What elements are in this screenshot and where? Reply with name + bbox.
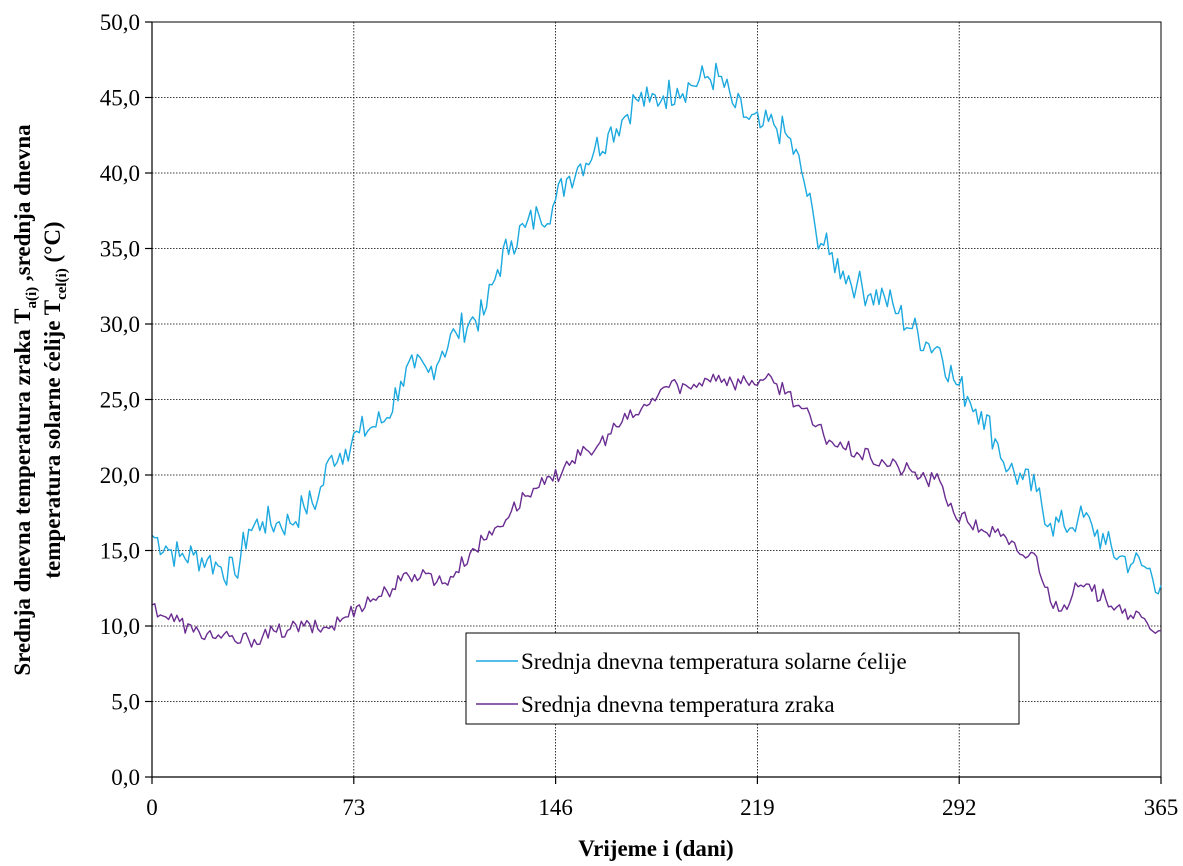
legend-label-cell: Srednja dnevna temperatura solarne ćelij… [521, 649, 907, 674]
y-tick-label-10: 50,0 [100, 10, 140, 35]
x-tick-label-2: 146 [538, 795, 573, 820]
tick-labels: 0,0 5,0 10,0 15,0 20,0 25,0 30,0 35,0 40,0 45,0 50… [100, 10, 1179, 820]
x-tick-label-5: 365 [1144, 795, 1179, 820]
y-axis-title: Srednja dnevna temperatura zraka Ta(i) ,… [10, 124, 70, 676]
x-tick-label-0: 0 [146, 795, 158, 820]
legend-box [465, 632, 1020, 725]
x-tick-label-1: 73 [342, 795, 365, 820]
y-tick-label-0: 0,0 [111, 765, 140, 790]
y-tick-label-2: 10,0 [100, 614, 140, 639]
legend-label-air: Srednja dnevna temperatura zraka [521, 692, 835, 717]
y-tick-label-7: 35,0 [100, 237, 140, 262]
legend: Srednja dnevna temperatura solarne ćelij… [465, 632, 1020, 725]
y-tick-label-8: 40,0 [100, 161, 140, 186]
y-axis-title-line-1: Srednja dnevna temperatura zraka Ta(i) ,… [10, 124, 40, 676]
y-tick-label-4: 20,0 [100, 463, 140, 488]
y-tick-label-5: 25,0 [100, 388, 140, 413]
y-axis-title-line-2: temperatura solarne ćelije Tcel(i) (°C) [40, 221, 70, 578]
series-layer [151, 62, 1162, 648]
y-tick-label-3: 15,0 [100, 539, 140, 564]
series-line-solar-cell [151, 62, 1162, 595]
x-tick-label-4: 292 [942, 795, 977, 820]
x-axis-title: Vrijeme i (dani) [578, 836, 733, 861]
x-tick-label-3: 219 [740, 795, 775, 820]
y-tick-label-9: 45,0 [100, 86, 140, 111]
y-tick-label-6: 30,0 [100, 312, 140, 337]
series-line-air [151, 372, 1162, 648]
y-tick-label-1: 5,0 [111, 690, 140, 715]
